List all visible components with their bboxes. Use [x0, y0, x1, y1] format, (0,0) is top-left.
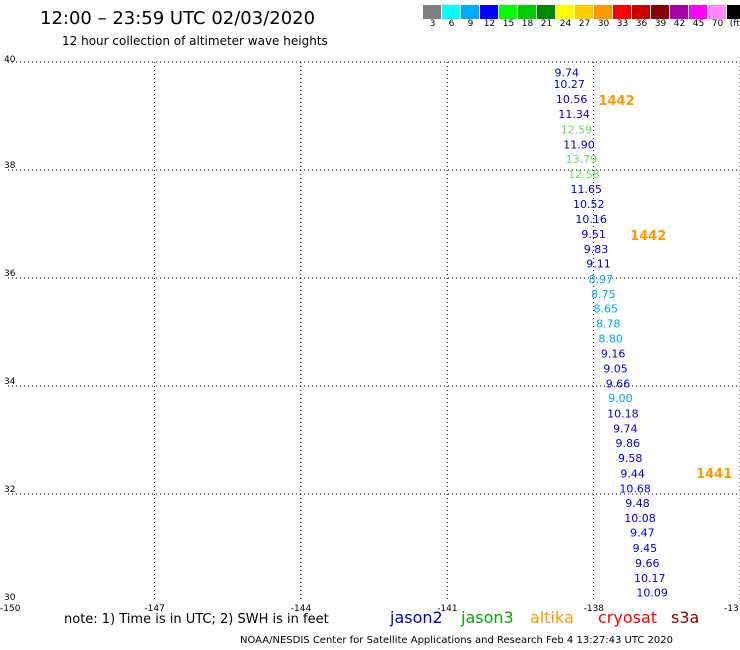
colorbar-swatch: [708, 5, 727, 19]
colorbar-swatch: [461, 5, 480, 19]
colorbar-label: 45: [692, 19, 705, 29]
colorbar-label: 9: [467, 19, 474, 29]
colorbar-swatch: [575, 5, 594, 19]
data-point-label: 9.05: [603, 363, 628, 376]
data-point-label: 10.56: [556, 93, 588, 106]
data-point-label: 10.68: [619, 482, 651, 495]
data-point-label: 9.66: [606, 378, 631, 391]
x-tick-label: -141: [437, 604, 457, 614]
x-tick-label: -13: [724, 604, 739, 614]
colorbar-swatch: [499, 5, 518, 19]
data-point-label: 8.78: [596, 318, 621, 331]
colorbar-label: 42: [673, 19, 686, 29]
data-point-label: 8.75: [591, 288, 616, 301]
legend-item-cryosat: cryosat: [598, 608, 658, 627]
colorbar-swatch: [632, 5, 651, 19]
colorbar-swatch: [613, 5, 632, 19]
data-point-label: 9.16: [601, 347, 626, 360]
legend-item-jason2: jason2: [390, 608, 443, 627]
legend-item-altika: altika: [530, 608, 574, 627]
x-tick-label: -138: [584, 604, 605, 614]
data-point-label: 9.00: [608, 392, 633, 405]
colorbar-swatch: [423, 5, 442, 19]
data-point-label: 9.44: [620, 467, 645, 480]
data-point-label: 9.86: [616, 437, 641, 450]
colorbar-label: (ft): [729, 19, 740, 29]
footer-note: note: 1) Time is in UTC; 2) SWH is in fe…: [64, 612, 329, 627]
data-point-label: 10.18: [607, 407, 639, 420]
data-point-label: 13.79: [566, 153, 598, 166]
data-point-label: 9.58: [618, 452, 643, 465]
data-point-label: 8.97: [589, 273, 614, 286]
colorbar-swatch: [480, 5, 499, 19]
track-time-label: 1442: [630, 229, 666, 244]
data-point-label: 11.34: [558, 108, 590, 121]
data-point-label: 12.59: [561, 123, 593, 136]
footer-credit: NOAA/NESDIS Center for Satellite Applica…: [240, 635, 673, 646]
colorbar-label: 27: [578, 19, 591, 29]
data-point-label: 8.80: [598, 332, 623, 345]
data-point-label: 9.11: [586, 258, 611, 271]
y-tick-label: 34: [4, 377, 16, 387]
colorbar-label: 33: [616, 19, 629, 29]
data-point-label: 9.48: [625, 497, 650, 510]
x-tick-label: -147: [144, 604, 164, 614]
x-tick-label: -150: [0, 604, 21, 614]
y-tick-label: 36: [4, 269, 16, 279]
colorbar-label: 18: [521, 19, 534, 29]
track-time-label: 1442: [598, 94, 634, 109]
colorbar-label: 24: [559, 19, 572, 29]
data-point-label: 9.47: [630, 527, 655, 540]
data-point-label: 9.66: [635, 557, 660, 570]
y-tick-label: 32: [4, 485, 15, 495]
y-tick-label: 40: [4, 55, 16, 65]
colorbar-swatch: [594, 5, 613, 19]
page-subtitle: 12 hour collection of altimeter wave hei…: [62, 34, 328, 48]
data-point-label: 9.83: [584, 243, 609, 256]
colorbar-label: 6: [448, 19, 455, 29]
data-point-label: 10.09: [636, 587, 668, 600]
data-point-label: 8.65: [594, 303, 619, 316]
colorbar-swatch: [442, 5, 461, 19]
data-point-label: 9.74: [613, 422, 638, 435]
data-point-label: 10.08: [624, 512, 656, 525]
colorbar-swatch: [689, 5, 708, 19]
colorbar-label: 15: [502, 19, 515, 29]
y-tick-label: 38: [4, 161, 16, 171]
data-point-label: 12.58: [568, 168, 600, 181]
data-point-label: 10.16: [575, 213, 607, 226]
page-title: 12:00 – 23:59 UTC 02/03/2020: [40, 8, 316, 29]
colorbar-label: 12: [483, 19, 496, 29]
colorbar-swatch: [556, 5, 575, 19]
colorbar-label: 39: [654, 19, 667, 29]
data-point-label: 9.45: [633, 542, 658, 555]
colorbar-swatch: [727, 5, 740, 19]
colorbar-swatch: [537, 5, 556, 19]
data-point-label: 10.52: [573, 198, 605, 211]
colorbar-swatch: [651, 5, 670, 19]
colorbar-label: 30: [597, 19, 610, 29]
data-point-label: 11.65: [571, 183, 603, 196]
data-point-label: 10.17: [634, 572, 666, 585]
colorbar-swatch: [670, 5, 689, 19]
data-point-label: 9.51: [581, 228, 606, 241]
colorbar-label: 21: [540, 19, 553, 29]
legend-item-s3a: s3a: [671, 608, 700, 627]
legend-item-jason3: jason3: [461, 608, 514, 627]
y-tick-label: 30: [4, 593, 16, 603]
x-tick-label: -144: [291, 604, 312, 614]
data-point-label: 10.27: [553, 78, 585, 91]
colorbar-label: 36: [635, 19, 648, 29]
track-time-label: 1441: [696, 467, 732, 482]
data-point-label: 11.90: [563, 138, 595, 151]
colorbar-label: 3: [429, 19, 436, 29]
colorbar-label: 70: [711, 19, 724, 29]
data-point-label: 9.74: [555, 67, 580, 80]
colorbar-swatch: [518, 5, 537, 19]
